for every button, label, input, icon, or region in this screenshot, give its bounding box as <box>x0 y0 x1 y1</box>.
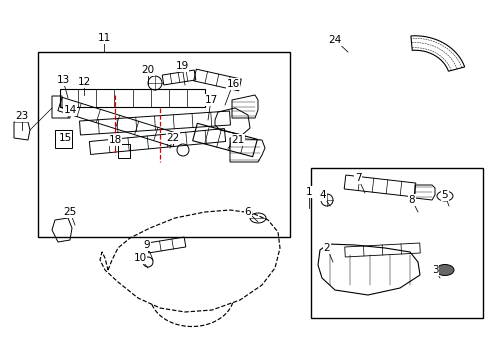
Bar <box>310 168 482 318</box>
Text: 10: 10 <box>133 253 146 263</box>
Text: 17: 17 <box>204 95 217 105</box>
Text: 12: 12 <box>77 77 90 87</box>
Text: 4: 4 <box>319 190 325 200</box>
Text: 21: 21 <box>231 135 244 145</box>
Text: 22: 22 <box>166 133 179 143</box>
Text: 16: 16 <box>226 79 239 89</box>
Text: 8: 8 <box>408 195 414 205</box>
Text: 6: 6 <box>244 207 251 217</box>
Text: 20: 20 <box>141 65 154 75</box>
Text: 1: 1 <box>305 187 312 197</box>
Text: 25: 25 <box>63 207 77 217</box>
Text: 18: 18 <box>108 135 122 145</box>
Text: 9: 9 <box>143 240 150 250</box>
Text: 5: 5 <box>441 190 447 200</box>
Ellipse shape <box>435 265 453 275</box>
Text: 3: 3 <box>431 265 437 275</box>
Text: 14: 14 <box>63 105 77 115</box>
Text: 23: 23 <box>15 111 29 121</box>
Text: 19: 19 <box>175 61 188 71</box>
Text: 11: 11 <box>97 33 110 43</box>
Text: 2: 2 <box>323 243 329 253</box>
Text: 7: 7 <box>354 173 361 183</box>
Text: 24: 24 <box>328 35 341 45</box>
Text: 15: 15 <box>58 133 71 143</box>
Text: 13: 13 <box>56 75 69 85</box>
Bar <box>38 52 289 237</box>
